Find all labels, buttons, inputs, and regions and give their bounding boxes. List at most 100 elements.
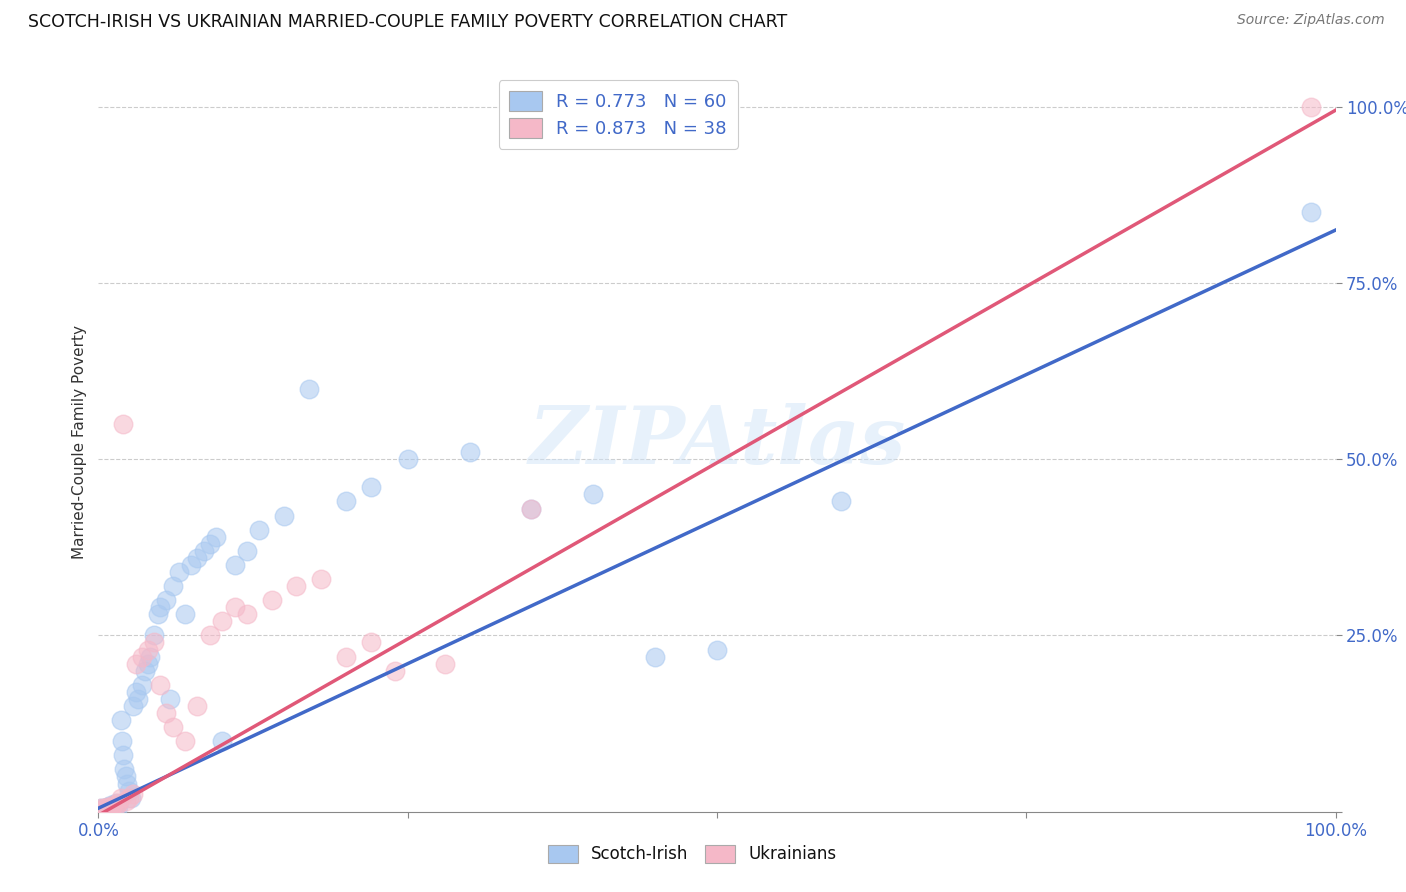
Point [103,798,125,813]
Point [136,657,159,671]
Point [101,799,124,814]
Point [112,417,135,431]
Point [98,803,121,817]
Point [111,734,134,748]
Point [149,600,172,615]
Point [118,783,141,797]
Point [335,494,357,508]
Point [104,799,127,814]
Point [247,523,270,537]
Point [224,600,246,615]
Point [298,382,321,396]
Point [236,544,259,558]
Point [180,558,202,572]
Point [103,800,125,814]
Point [96,800,118,814]
Point [162,579,184,593]
Point [93,801,115,815]
Text: Source: ZipAtlas.com: Source: ZipAtlas.com [1237,13,1385,28]
Point [124,685,146,699]
Point [93,801,115,815]
Point [273,508,295,523]
Point [384,664,406,678]
Point [134,664,156,678]
Point [131,678,153,692]
Point [236,607,259,622]
Point [93,802,115,816]
Point [167,565,190,579]
Point [186,550,208,565]
Point [115,776,138,790]
Point [94,803,117,817]
Point [122,787,145,801]
Point [162,720,184,734]
Point [107,797,129,811]
Point [122,698,145,713]
Point [90,801,112,815]
Point [96,800,118,814]
Point [114,769,136,783]
Point [118,790,141,805]
Point [159,692,181,706]
Point [97,802,120,816]
Point [104,797,127,811]
Point [396,452,419,467]
Point [174,734,197,748]
Point [107,799,129,814]
Point [1299,205,1322,219]
Point [114,794,136,808]
Point [211,734,233,748]
Point [127,692,149,706]
Point [139,649,162,664]
Point [155,706,177,720]
Point [205,530,228,544]
Point [105,797,128,812]
Text: SCOTCH-IRISH VS UKRAINIAN MARRIED-COUPLE FAMILY POVERTY CORRELATION CHART: SCOTCH-IRISH VS UKRAINIAN MARRIED-COUPLE… [28,13,787,31]
Point [198,537,221,551]
Point [100,799,122,814]
Point [520,501,543,516]
Point [285,579,308,593]
Point [136,642,159,657]
Point [174,607,197,622]
Point [186,698,208,713]
Point [458,445,481,459]
Point [110,790,132,805]
Legend: Scotch-Irish, Ukrainians: Scotch-Irish, Ukrainians [541,838,844,870]
Point [131,649,153,664]
Point [103,797,125,812]
Point [90,801,112,815]
Point [830,494,852,508]
Point [360,635,382,649]
Point [94,803,117,817]
Point [224,558,246,572]
Point [91,803,114,817]
Y-axis label: Married-Couple Family Poverty: Married-Couple Family Poverty [72,325,87,558]
Point [360,480,382,494]
Point [582,487,605,501]
Point [146,607,169,622]
Point [335,649,357,664]
Point [706,642,728,657]
Point [112,748,135,763]
Point [143,635,166,649]
Point [155,593,177,607]
Point [143,628,166,642]
Point [193,544,215,558]
Point [112,763,135,777]
Point [98,803,121,817]
Point [149,678,172,692]
Point [120,790,142,805]
Point [260,593,283,607]
Point [124,657,146,671]
Point [1299,100,1322,114]
Point [211,615,233,629]
Point [110,713,132,727]
Point [433,657,456,671]
Point [644,649,666,664]
Point [97,802,120,816]
Point [100,799,122,814]
Point [309,572,332,586]
Text: ZIPAtlas: ZIPAtlas [529,403,905,480]
Point [100,797,122,812]
